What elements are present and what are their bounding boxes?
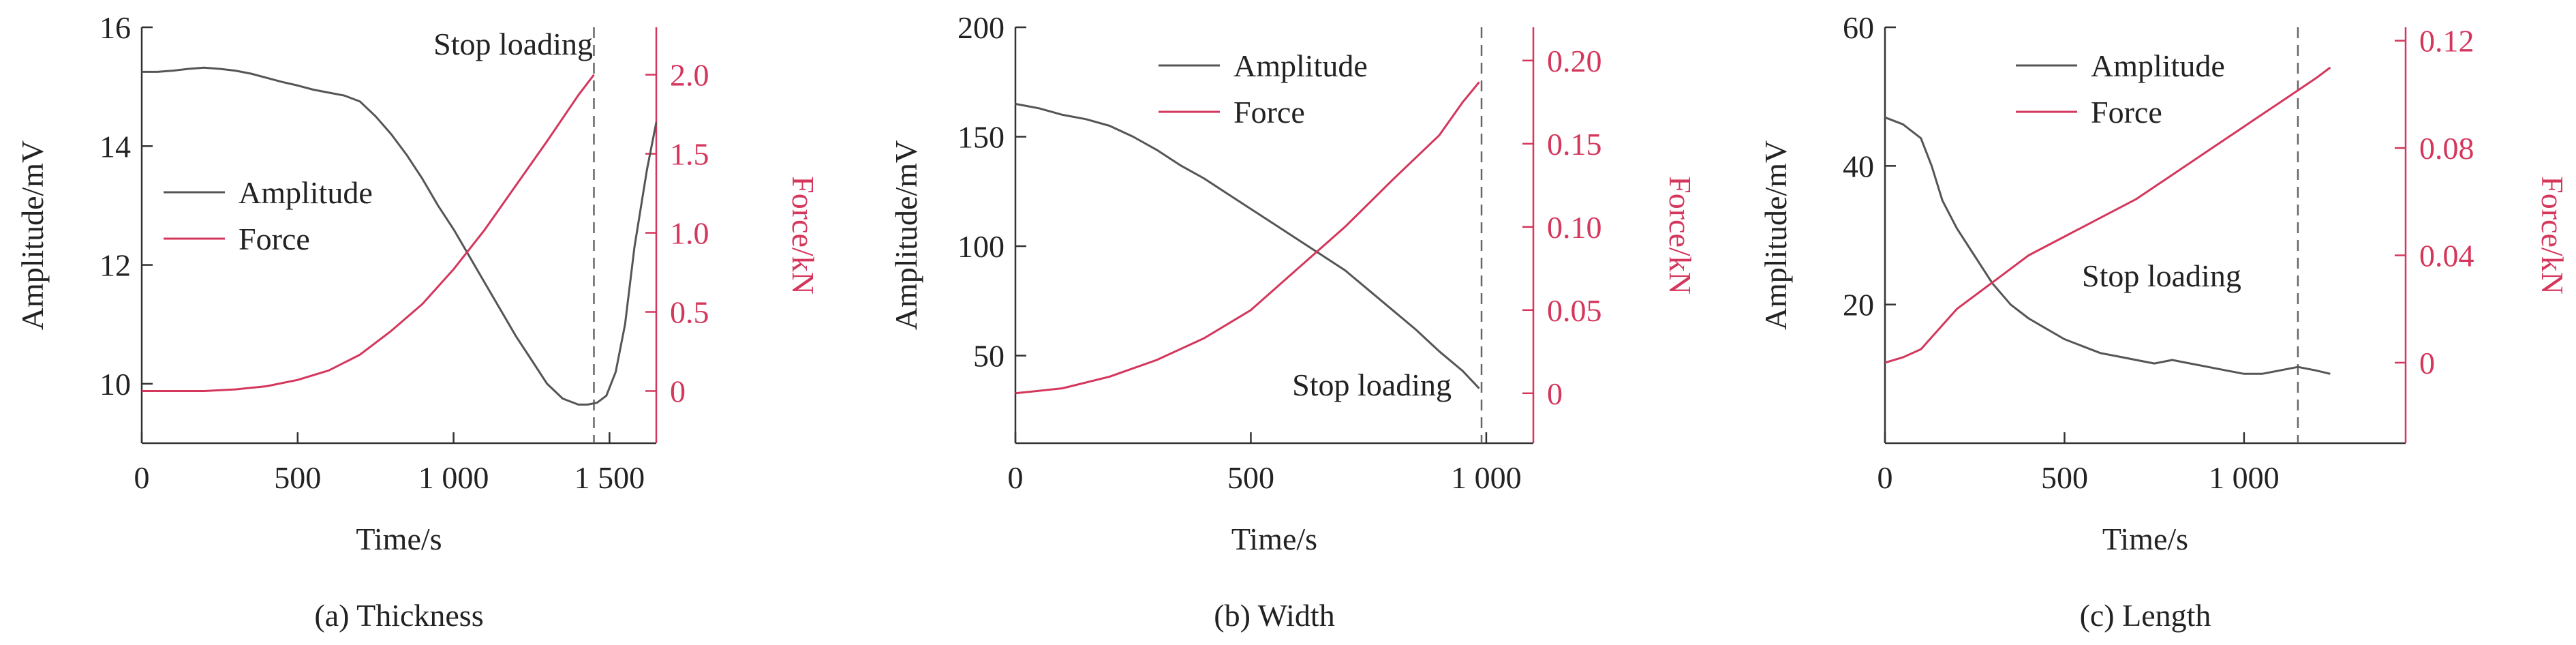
x-tick-label: 0 <box>1008 460 1024 495</box>
legend-label-amplitude: Amplitude <box>1233 48 1368 83</box>
stop-loading-annotation: Stop loading <box>2082 258 2241 293</box>
y-left-tick-label: 10 <box>99 367 131 402</box>
y-right-tick-label: 0.05 <box>1547 293 1602 328</box>
y-left-tick-label: 40 <box>1843 149 1874 183</box>
x-tick-label: 500 <box>2041 460 2088 495</box>
y-right-tick-label: 0.08 <box>2419 131 2474 166</box>
x-tick-label: 0 <box>134 460 150 495</box>
x-axis-label: Time/s <box>2102 522 2188 556</box>
stop-loading-annotation: Stop loading <box>1292 368 1452 402</box>
x-tick-label: 1 500 <box>574 460 645 495</box>
chart-panel-2: 0 500 1 000 50 100 150 200 0 0.05 0.10 0.15 0.20 Tim… <box>889 10 1698 633</box>
y-right-tick-label: 0.04 <box>2419 239 2474 273</box>
legend-label-force: Force <box>1233 95 1305 130</box>
series-line-force <box>1015 81 1480 395</box>
y-right-tick-label: 0 <box>670 374 686 408</box>
y-left-tick-label: 50 <box>973 339 1005 374</box>
x-tick-label: 1 000 <box>2209 460 2280 495</box>
x-tick-label: 1 000 <box>1451 460 1522 495</box>
series-line-force <box>142 74 595 392</box>
panel-caption: (c) Length <box>2080 598 2211 633</box>
x-tick-label: 500 <box>274 460 321 495</box>
y-left-tick-label: 150 <box>957 120 1005 155</box>
series-line-amplitude <box>1884 116 2331 375</box>
x-tick-label: 1 000 <box>418 460 489 495</box>
y-right-tick-label: 0.15 <box>1547 127 1602 162</box>
y-right-tick-label: 0.12 <box>2419 24 2474 59</box>
y-right-tick-label: 0 <box>2419 346 2435 380</box>
x-tick-label: 500 <box>1227 460 1274 495</box>
panel-caption: (b) Width <box>1214 598 1334 633</box>
y-right-tick-label: 0.10 <box>1547 210 1602 245</box>
y-left-tick-label: 16 <box>99 10 131 45</box>
y-right-tick-label: 2.0 <box>670 58 709 93</box>
panel-caption: (a) Thickness <box>314 598 483 633</box>
y-left-tick-label: 14 <box>99 129 131 164</box>
y-right-tick-label: 1.5 <box>670 137 709 172</box>
x-tick-label: 0 <box>1877 460 1893 495</box>
y-right-tick-label: 0.5 <box>670 295 709 329</box>
y-left-tick-label: 60 <box>1843 10 1874 45</box>
y-left-axis-label: Amplitude/mV <box>889 140 923 331</box>
stop-loading-annotation: Stop loading <box>433 27 593 61</box>
x-axis-label: Time/s <box>356 522 442 556</box>
legend-label-force: Force <box>2091 95 2162 130</box>
y-left-axis-label: Amplitude/mV <box>1758 140 1793 331</box>
legend-label-amplitude: Amplitude <box>2091 48 2225 83</box>
y-right-axis-label: Force/kN <box>786 176 821 295</box>
chart-panel-3: 0 500 1 000 20 40 60 0 0.04 0.08 0.12 Time/s Amplit… <box>1758 10 2570 633</box>
series-line-force <box>1884 66 2331 364</box>
x-axis-label: Time/s <box>1231 522 1317 556</box>
legend-label-amplitude: Amplitude <box>239 175 373 210</box>
y-right-axis-label: Force/kN <box>1663 176 1698 295</box>
series-line-amplitude <box>1015 102 1480 389</box>
y-right-tick-label: 0 <box>1547 376 1563 411</box>
y-left-tick-label: 100 <box>957 229 1005 264</box>
chart-panel-1: 0 500 1 000 1 500 10 12 14 16 0 0.5 1.0 1.5 2.0 Time/… <box>15 10 821 633</box>
y-left-tick-label: 200 <box>957 10 1005 45</box>
y-left-tick-label: 20 <box>1843 288 1874 322</box>
y-right-tick-label: 1.0 <box>670 216 709 251</box>
y-right-axis-label: Force/kN <box>2535 176 2570 295</box>
y-left-axis-label: Amplitude/mV <box>15 140 50 331</box>
y-left-tick-label: 12 <box>99 248 131 283</box>
legend-label-force: Force <box>239 222 310 256</box>
y-right-tick-label: 0.20 <box>1547 44 1602 78</box>
series-line-amplitude <box>142 66 658 406</box>
